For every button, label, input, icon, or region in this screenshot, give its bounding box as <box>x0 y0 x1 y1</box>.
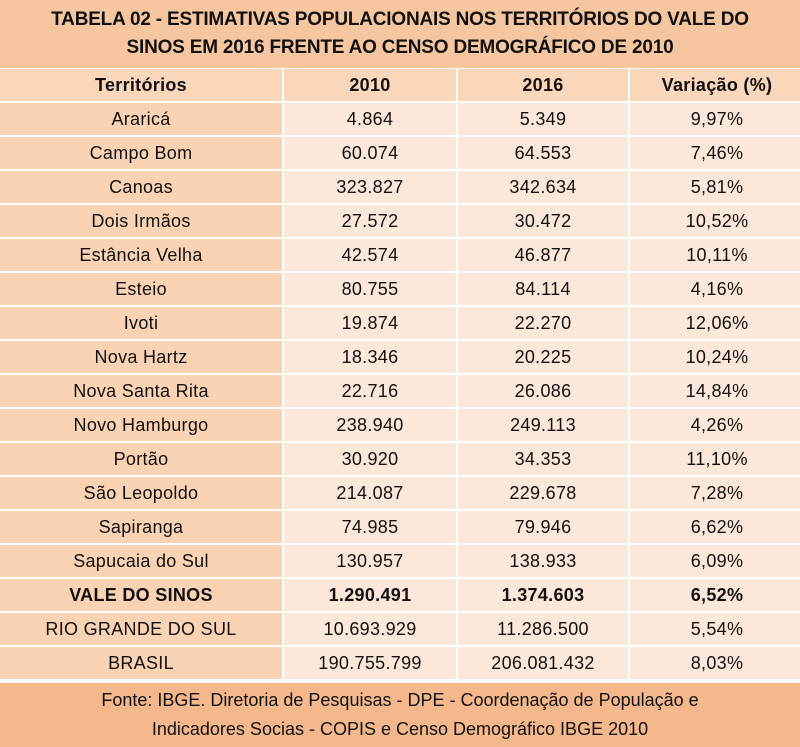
pop-2016-cell: 30.472 <box>458 205 628 237</box>
variation-cell: 7,28% <box>630 477 800 509</box>
header-row: Territórios 2010 2016 Variação (%) <box>0 69 800 101</box>
territory-cell: Nova Hartz <box>0 341 282 373</box>
pop-2010-cell: 42.574 <box>284 239 456 271</box>
territory-cell: VALE DO SINOS <box>0 579 282 611</box>
variation-cell: 10,24% <box>630 341 800 373</box>
territory-cell: Novo Hamburgo <box>0 409 282 441</box>
table-row: BRASIL 190.755.799 206.081.432 8,03% <box>0 647 800 679</box>
footer-line-1: Fonte: IBGE. Diretoria de Pesquisas - DP… <box>101 690 699 710</box>
table-row: RIO GRANDE DO SUL 10.693.929 11.286.500 5,5… <box>0 613 800 645</box>
pop-2016-cell: 11.286.500 <box>458 613 628 645</box>
pop-2010-cell: 10.693.929 <box>284 613 456 645</box>
pop-2016-cell: 79.946 <box>458 511 628 543</box>
table-row: Sapucaia do Sul 130.957 138.933 6,09% <box>0 545 800 577</box>
territory-cell: Estância Velha <box>0 239 282 271</box>
header-2010: 2010 <box>284 69 456 101</box>
table-row: Portão 30.920 34.353 11,10% <box>0 443 800 475</box>
pop-2010-cell: 30.920 <box>284 443 456 475</box>
pop-2016-cell: 20.225 <box>458 341 628 373</box>
variation-cell: 5,81% <box>630 171 800 203</box>
pop-2010-cell: 4.864 <box>284 103 456 135</box>
pop-2016-cell: 1.374.603 <box>458 579 628 611</box>
pop-2016-cell: 206.081.432 <box>458 647 628 679</box>
variation-cell: 10,11% <box>630 239 800 271</box>
table-row: Campo Bom 60.074 64.553 7,46% <box>0 137 800 169</box>
pop-2010-cell: 18.346 <box>284 341 456 373</box>
variation-cell: 5,54% <box>630 613 800 645</box>
pop-2010-cell: 238.940 <box>284 409 456 441</box>
pop-2010-cell: 22.716 <box>284 375 456 407</box>
table-row: Ivoti 19.874 22.270 12,06% <box>0 307 800 339</box>
header-2016: 2016 <box>458 69 628 101</box>
pop-2010-cell: 214.087 <box>284 477 456 509</box>
table-row: Nova Hartz 18.346 20.225 10,24% <box>0 341 800 373</box>
footer-line-2: Indicadores Socias - COPIS e Censo Demog… <box>151 719 649 739</box>
table-row: Araricá 4.864 5.349 9,97% <box>0 103 800 135</box>
pop-2016-cell: 249.113 <box>458 409 628 441</box>
table-row: Estância Velha 42.574 46.877 10,11% <box>0 239 800 271</box>
table-row: Novo Hamburgo 238.940 249.113 4,26% <box>0 409 800 441</box>
header-variacao: Variação (%) <box>630 69 800 101</box>
title-line-1: TABELA 02 - ESTIMATIVAS POPULACIONAIS NO… <box>51 9 749 30</box>
pop-2010-cell: 130.957 <box>284 545 456 577</box>
variation-cell: 4,16% <box>630 273 800 305</box>
variation-cell: 12,06% <box>630 307 800 339</box>
pop-2016-cell: 64.553 <box>458 137 628 169</box>
territory-cell: Sapiranga <box>0 511 282 543</box>
territory-cell: BRASIL <box>0 647 282 679</box>
variation-cell: 9,97% <box>630 103 800 135</box>
territory-cell: RIO GRANDE DO SUL <box>0 613 282 645</box>
territory-cell: Nova Santa Rita <box>0 375 282 407</box>
pop-2010-cell: 60.074 <box>284 137 456 169</box>
pop-2010-cell: 27.572 <box>284 205 456 237</box>
territory-cell: Ivoti <box>0 307 282 339</box>
table-row: Dois Irmãos 27.572 30.472 10,52% <box>0 205 800 237</box>
source-footer: Fonte: IBGE. Diretoria de Pesquisas - DP… <box>0 683 800 747</box>
pop-2010-cell: 190.755.799 <box>284 647 456 679</box>
population-table: Territórios 2010 2016 Variação (%) Arari… <box>0 67 800 681</box>
variation-cell: 11,10% <box>630 443 800 475</box>
variation-cell: 8,03% <box>630 647 800 679</box>
table-row: Esteio 80.755 84.114 4,16% <box>0 273 800 305</box>
variation-cell: 14,84% <box>630 375 800 407</box>
territory-cell: Campo Bom <box>0 137 282 169</box>
territory-cell: Esteio <box>0 273 282 305</box>
pop-2016-cell: 84.114 <box>458 273 628 305</box>
table-row: Canoas 323.827 342.634 5,81% <box>0 171 800 203</box>
pop-2010-cell: 1.290.491 <box>284 579 456 611</box>
territory-cell: Sapucaia do Sul <box>0 545 282 577</box>
variation-cell: 6,62% <box>630 511 800 543</box>
territory-cell: São Leopoldo <box>0 477 282 509</box>
territory-cell: Portão <box>0 443 282 475</box>
variation-cell: 10,52% <box>630 205 800 237</box>
table-row: Nova Santa Rita 22.716 26.086 14,84% <box>0 375 800 407</box>
pop-2016-cell: 22.270 <box>458 307 628 339</box>
title-line-2: SINOS EM 2016 FRENTE AO CENSO DEMOGRÁFIC… <box>126 37 674 58</box>
pop-2010-cell: 19.874 <box>284 307 456 339</box>
table-row: VALE DO SINOS 1.290.491 1.374.603 6,52% <box>0 579 800 611</box>
table-row: São Leopoldo 214.087 229.678 7,28% <box>0 477 800 509</box>
variation-cell: 6,52% <box>630 579 800 611</box>
header-territorios: Territórios <box>0 69 282 101</box>
table-title: TABELA 02 - ESTIMATIVAS POPULACIONAIS NO… <box>0 0 800 68</box>
pop-2016-cell: 138.933 <box>458 545 628 577</box>
pop-2010-cell: 80.755 <box>284 273 456 305</box>
pop-2016-cell: 34.353 <box>458 443 628 475</box>
pop-2016-cell: 5.349 <box>458 103 628 135</box>
pop-2016-cell: 229.678 <box>458 477 628 509</box>
territory-cell: Araricá <box>0 103 282 135</box>
table-row: Sapiranga 74.985 79.946 6,62% <box>0 511 800 543</box>
variation-cell: 4,26% <box>630 409 800 441</box>
variation-cell: 6,09% <box>630 545 800 577</box>
territory-cell: Dois Irmãos <box>0 205 282 237</box>
territory-cell: Canoas <box>0 171 282 203</box>
variation-cell: 7,46% <box>630 137 800 169</box>
pop-2016-cell: 46.877 <box>458 239 628 271</box>
pop-2010-cell: 323.827 <box>284 171 456 203</box>
pop-2016-cell: 26.086 <box>458 375 628 407</box>
pop-2010-cell: 74.985 <box>284 511 456 543</box>
pop-2016-cell: 342.634 <box>458 171 628 203</box>
